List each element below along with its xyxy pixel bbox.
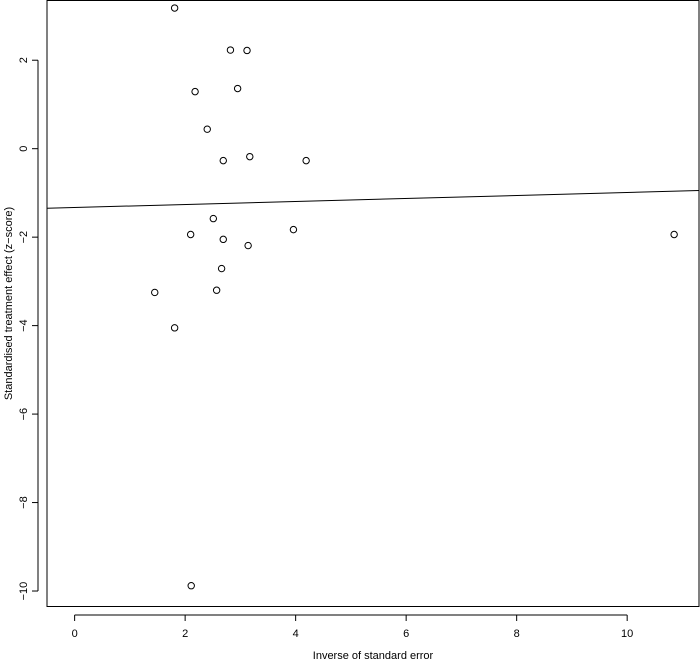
y-tick-label: 0 (18, 146, 30, 152)
y-axis: −10 −8 −6 −4 −2 0 2 (18, 57, 39, 601)
regression-line (46, 190, 700, 209)
data-point (226, 46, 235, 54)
data-point (209, 214, 218, 223)
data-point (219, 235, 227, 244)
data-point (170, 4, 179, 12)
data-point (170, 324, 179, 332)
data-point (219, 156, 227, 165)
data-point (203, 125, 211, 133)
data-point (302, 156, 310, 165)
data-point (289, 225, 298, 234)
plot-frame (46, 0, 700, 607)
x-tick-label: 4 (293, 628, 299, 640)
data-point (243, 46, 251, 55)
data-point (186, 230, 195, 239)
data-point (191, 87, 199, 96)
y-tick-label: −8 (18, 496, 30, 509)
data-point (244, 241, 252, 250)
data-point (246, 152, 254, 161)
x-axis-title: Inverse of standard error (313, 650, 434, 661)
x-tick-label: 6 (403, 628, 409, 640)
data-point (233, 84, 242, 93)
data-points (151, 4, 678, 590)
data-point (217, 264, 226, 273)
x-tick-label: 0 (72, 628, 78, 640)
x-tick-label: 8 (514, 628, 520, 640)
data-point (670, 230, 678, 239)
y-axis-title: Standardised treatment effect (z−score) (3, 207, 15, 400)
data-point (212, 286, 221, 294)
y-tick-label: −6 (18, 408, 30, 421)
data-point (187, 582, 195, 590)
x-tick-label: 2 (182, 628, 188, 640)
x-tick-label: 10 (621, 628, 633, 640)
data-point (151, 288, 159, 297)
y-tick-label: 2 (18, 57, 30, 63)
y-tick-label: −10 (18, 582, 30, 601)
x-axis: 0 2 4 6 8 10 (72, 614, 633, 640)
y-tick-label: −2 (18, 231, 30, 244)
y-tick-label: −4 (18, 319, 30, 332)
